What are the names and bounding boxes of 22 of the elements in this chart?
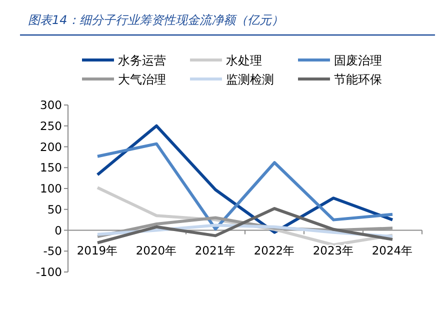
x-tick-label: 2024年 bbox=[372, 243, 414, 258]
legend-label: 节能环保 bbox=[334, 72, 382, 86]
x-tick-label: 2021年 bbox=[194, 243, 236, 258]
y-tick-label: 0 bbox=[54, 223, 62, 238]
chart-title: 图表14：细分子行业筹资性现金流净额（亿元） bbox=[28, 13, 284, 27]
y-tick-label: 150 bbox=[40, 160, 62, 175]
x-tick-label: 2019年 bbox=[76, 243, 118, 258]
legend-label: 大气治理 bbox=[118, 72, 166, 86]
y-tick-label: 300 bbox=[40, 98, 62, 112]
x-tick-label: 2020年 bbox=[136, 243, 178, 258]
y-tick-label: 100 bbox=[40, 182, 62, 196]
legend-label: 水处理 bbox=[226, 54, 262, 68]
y-tick-label: -50 bbox=[43, 244, 62, 258]
x-tick-label: 2023年 bbox=[312, 243, 354, 258]
legend-label: 水务运营 bbox=[118, 54, 166, 68]
legend-label: 监测检测 bbox=[226, 72, 274, 86]
y-tick-label: -100 bbox=[36, 265, 62, 279]
y-tick-label: 50 bbox=[47, 202, 62, 216]
legend-label: 固废治理 bbox=[334, 54, 382, 68]
y-tick-label: 200 bbox=[40, 140, 62, 154]
x-tick-label: 2022年 bbox=[254, 243, 296, 258]
y-tick-label: 250 bbox=[40, 118, 62, 133]
